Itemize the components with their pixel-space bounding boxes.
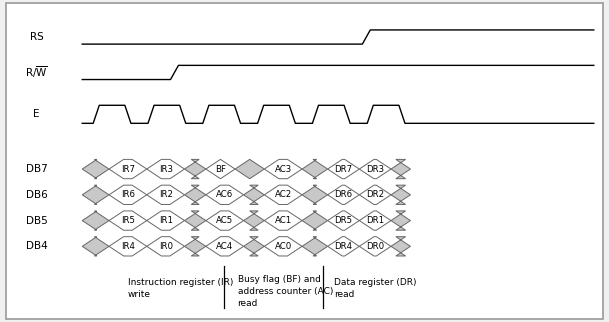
Text: AC5: AC5 (216, 216, 233, 225)
Polygon shape (391, 159, 410, 179)
Polygon shape (302, 211, 328, 230)
Text: R/$\overline{\rm W}$: R/$\overline{\rm W}$ (25, 65, 48, 80)
Text: IR2: IR2 (159, 190, 172, 199)
Polygon shape (328, 185, 359, 204)
Polygon shape (328, 159, 359, 179)
Text: DB5: DB5 (26, 215, 48, 226)
Text: IR6: IR6 (121, 190, 135, 199)
Text: Data register (DR)
read: Data register (DR) read (334, 278, 416, 298)
Text: DR3: DR3 (366, 165, 384, 174)
Text: AC2: AC2 (275, 190, 292, 199)
Polygon shape (185, 237, 206, 256)
Polygon shape (264, 211, 302, 230)
Text: DB7: DB7 (26, 164, 48, 174)
Text: AC3: AC3 (275, 165, 292, 174)
Text: DR2: DR2 (366, 190, 384, 199)
Polygon shape (391, 185, 410, 204)
Text: DR5: DR5 (334, 216, 353, 225)
Polygon shape (82, 211, 109, 230)
Polygon shape (359, 185, 391, 204)
Text: E: E (33, 109, 40, 119)
Polygon shape (328, 237, 359, 256)
Polygon shape (147, 211, 185, 230)
Polygon shape (391, 237, 410, 256)
Polygon shape (391, 211, 410, 230)
Text: IR5: IR5 (121, 216, 135, 225)
Polygon shape (264, 237, 302, 256)
Text: AC0: AC0 (275, 242, 292, 251)
Polygon shape (302, 159, 328, 179)
Polygon shape (235, 159, 264, 179)
Text: IR3: IR3 (159, 165, 172, 174)
Polygon shape (359, 159, 391, 179)
Polygon shape (82, 159, 109, 179)
Text: IR0: IR0 (159, 242, 172, 251)
Polygon shape (147, 159, 185, 179)
Text: DR6: DR6 (334, 190, 353, 199)
Text: RS: RS (30, 32, 43, 42)
Polygon shape (302, 185, 328, 204)
Polygon shape (185, 159, 206, 179)
Polygon shape (206, 159, 235, 179)
Text: IR4: IR4 (121, 242, 135, 251)
Text: Instruction register (IR)
write: Instruction register (IR) write (128, 278, 233, 298)
Polygon shape (82, 185, 109, 204)
Polygon shape (206, 211, 244, 230)
Polygon shape (206, 185, 244, 204)
Polygon shape (82, 237, 109, 256)
Text: DR0: DR0 (366, 242, 384, 251)
Text: DR7: DR7 (334, 165, 353, 174)
Text: DB6: DB6 (26, 190, 48, 200)
Polygon shape (206, 237, 244, 256)
Polygon shape (264, 185, 302, 204)
Text: DB4: DB4 (26, 241, 48, 251)
Polygon shape (359, 237, 391, 256)
Polygon shape (147, 237, 185, 256)
Polygon shape (109, 159, 147, 179)
Polygon shape (109, 185, 147, 204)
Polygon shape (302, 237, 328, 256)
Polygon shape (147, 185, 185, 204)
Text: IR7: IR7 (121, 165, 135, 174)
Text: DR1: DR1 (366, 216, 384, 225)
Polygon shape (328, 211, 359, 230)
Polygon shape (109, 237, 147, 256)
Polygon shape (264, 159, 302, 179)
Text: Busy flag (BF) and
address counter (AC)
read: Busy flag (BF) and address counter (AC) … (238, 275, 333, 308)
Text: IR1: IR1 (159, 216, 172, 225)
Polygon shape (185, 211, 206, 230)
Text: DR4: DR4 (334, 242, 353, 251)
Text: AC4: AC4 (216, 242, 233, 251)
Text: AC1: AC1 (275, 216, 292, 225)
Polygon shape (109, 211, 147, 230)
Text: AC6: AC6 (216, 190, 233, 199)
Text: BF: BF (215, 165, 226, 174)
Polygon shape (359, 211, 391, 230)
Polygon shape (244, 185, 264, 204)
Polygon shape (185, 185, 206, 204)
Polygon shape (244, 211, 264, 230)
Polygon shape (244, 237, 264, 256)
